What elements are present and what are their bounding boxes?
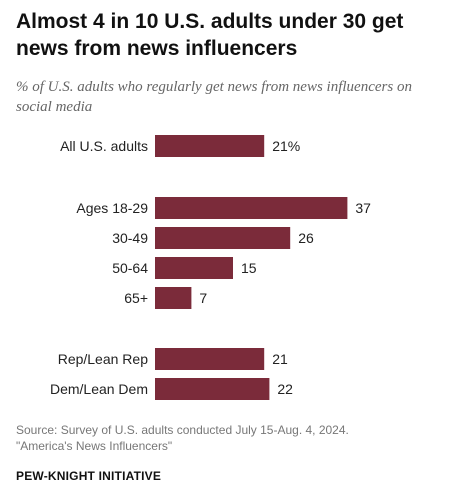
bar	[155, 135, 265, 157]
value-label: 7	[199, 290, 207, 306]
bar	[155, 287, 192, 309]
bar	[155, 378, 270, 400]
bar	[155, 227, 291, 249]
category-label: 50-64	[112, 260, 148, 276]
category-label: 30-49	[112, 230, 148, 246]
value-label: 21%	[272, 138, 300, 154]
bar	[155, 257, 233, 279]
value-label: 26	[298, 230, 314, 246]
source-line-2: "America's News Influencers"	[16, 439, 173, 453]
value-label: 21	[272, 351, 288, 367]
category-label: All U.S. adults	[60, 138, 148, 154]
category-label: 65+	[124, 290, 148, 306]
bar	[155, 348, 265, 370]
value-label: 22	[277, 381, 293, 397]
brand-label: PEW-KNIGHT INITIATIVE	[16, 469, 162, 483]
category-label: Dem/Lean Dem	[50, 381, 148, 397]
value-label: 15	[241, 260, 257, 276]
chart-subtitle: % of U.S. adults who regularly get news …	[16, 79, 412, 115]
value-label: 37	[355, 200, 371, 216]
category-label: Ages 18-29	[76, 200, 148, 216]
source-note: Source: Survey of U.S. adults conducted …	[16, 422, 446, 454]
source-line-1: Source: Survey of U.S. adults conducted …	[16, 423, 349, 437]
chart-title: Almost 4 in 10 U.S. adults under 30 get …	[16, 10, 404, 60]
bar-chart: All U.S. adults 21% Ages 18-29 37 30-49 26 50-…	[50, 135, 371, 400]
bar	[155, 197, 348, 219]
category-label: Rep/Lean Rep	[58, 351, 149, 367]
